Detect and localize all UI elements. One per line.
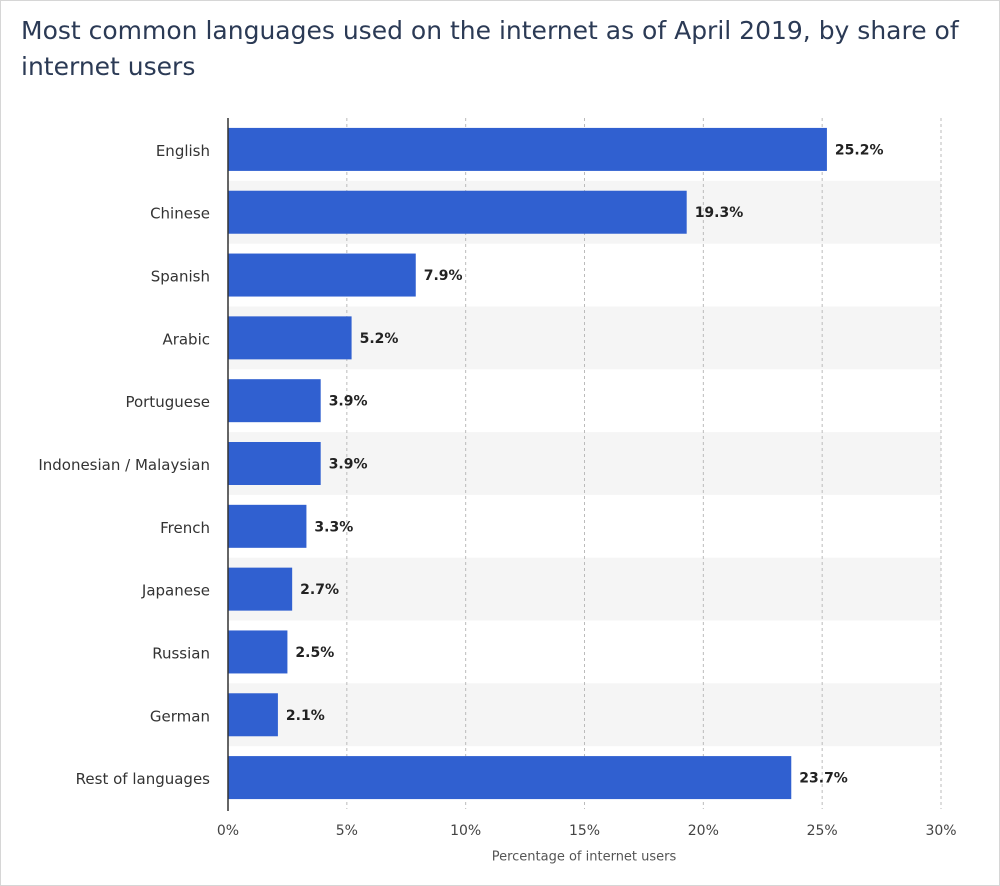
value-label: 3.3% bbox=[314, 519, 353, 535]
bar bbox=[228, 567, 293, 611]
y-tick-label: Chinese bbox=[150, 205, 210, 223]
y-tick-label: Japanese bbox=[141, 582, 210, 600]
y-tick-label: Spanish bbox=[151, 268, 210, 286]
chart-title: Most common languages used on the intern… bbox=[21, 16, 959, 81]
bar bbox=[228, 504, 307, 548]
value-label: 3.9% bbox=[329, 394, 368, 410]
x-axis-label: Percentage of internet users bbox=[492, 850, 677, 865]
y-tick-label: French bbox=[160, 519, 210, 537]
x-tick-label: 30% bbox=[925, 823, 956, 839]
x-tick-label: 15% bbox=[569, 823, 600, 839]
y-tick-label: Russian bbox=[152, 644, 210, 662]
x-tick-label: 20% bbox=[688, 823, 719, 839]
bar bbox=[228, 756, 792, 800]
y-tick-label: Arabic bbox=[162, 330, 210, 348]
value-label: 23.7% bbox=[799, 771, 848, 787]
bar bbox=[228, 442, 321, 485]
bar bbox=[228, 630, 288, 674]
value-label: 5.2% bbox=[360, 331, 399, 347]
x-tick-label: 5% bbox=[336, 823, 358, 839]
bar bbox=[228, 127, 827, 171]
value-label: 2.7% bbox=[300, 582, 339, 598]
bar bbox=[228, 379, 321, 423]
value-label: 3.9% bbox=[329, 457, 368, 473]
value-label: 19.3% bbox=[695, 205, 744, 221]
bar bbox=[228, 253, 416, 297]
bar bbox=[228, 316, 352, 360]
bar bbox=[228, 190, 687, 234]
value-label: 2.1% bbox=[286, 708, 325, 724]
y-tick-label: Indonesian / Malaysian bbox=[38, 456, 210, 474]
bar bbox=[228, 693, 278, 737]
y-tick-label: English bbox=[156, 142, 210, 160]
y-tick-label: German bbox=[150, 707, 210, 725]
x-tick-label: 10% bbox=[450, 823, 481, 839]
x-tick-label: 25% bbox=[807, 823, 838, 839]
y-tick-label: Rest of languages bbox=[76, 770, 211, 788]
value-label: 25.2% bbox=[835, 142, 884, 158]
x-tick-label: 0% bbox=[217, 823, 239, 839]
value-label: 7.9% bbox=[424, 268, 463, 284]
value-label: 2.5% bbox=[295, 645, 334, 661]
y-tick-label: Portuguese bbox=[125, 393, 210, 411]
